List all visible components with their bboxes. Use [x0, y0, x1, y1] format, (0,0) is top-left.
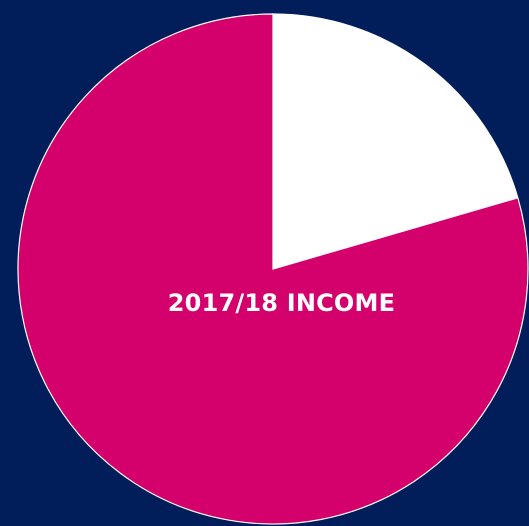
pie-slice-2 [17, 13, 529, 525]
chart-title: 2017/18 INCOME [167, 289, 396, 317]
pie-slice-1 [272, 13, 519, 270]
